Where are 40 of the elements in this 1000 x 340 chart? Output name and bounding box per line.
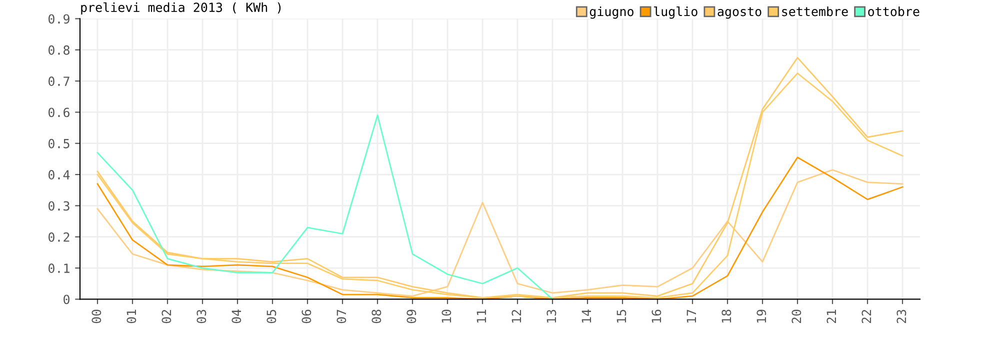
y-tick-label: 0.8	[48, 45, 70, 55]
legend-label: settembre	[782, 6, 848, 16]
x-tick-label: 09	[406, 310, 416, 324]
x-tick-label: 02	[162, 310, 172, 324]
x-tick-label: 21	[826, 310, 836, 324]
legend-label: luglio	[654, 6, 698, 19]
x-tick-label: 15	[616, 310, 626, 322]
x-tick-label: 12	[512, 310, 521, 322]
y-tick-label: 0.9	[48, 14, 70, 24]
legend-label: agosto	[718, 7, 762, 19]
x-tick-label: 19	[756, 310, 766, 322]
y-tick-label: 0.1	[48, 264, 70, 273]
legend-label: giugno	[590, 6, 634, 19]
y-tick-label: 0.6	[48, 108, 70, 118]
x-tick-label: 06	[302, 310, 312, 324]
x-tick-label: 18	[722, 310, 732, 322]
x-tick-label: 22	[862, 310, 871, 324]
x-tick-label: 14	[582, 310, 591, 322]
y-tick-label: 0.7	[48, 76, 70, 86]
x-tick-label: 23	[896, 310, 906, 324]
y-tick-label: 0.3	[48, 201, 70, 211]
x-tick-label: 08	[372, 310, 382, 324]
x-tick-label: 03	[196, 310, 206, 324]
x-tick-label: 00	[92, 310, 102, 324]
x-tick-label: 01	[126, 310, 136, 324]
x-tick-label: 04	[232, 310, 242, 324]
y-tick-label: 0.5	[48, 138, 70, 148]
x-tick-label: 13	[546, 310, 556, 322]
x-tick-label: 17	[686, 310, 696, 322]
y-tick-label: 0.2	[48, 232, 70, 242]
x-tick-label: 07	[336, 310, 346, 324]
x-tick-label: 20	[792, 310, 802, 324]
chart-title: prelievi media 2013 ( KWh )	[81, 2, 281, 14]
x-tick-label: 16	[652, 310, 662, 322]
x-tick-label: 05	[266, 310, 276, 324]
x-tick-label: 11	[476, 310, 486, 322]
y-tick-label: 0.4	[48, 170, 70, 180]
legend-label: ottobre	[868, 6, 920, 16]
x-tick-label: 10	[442, 310, 452, 322]
y-tick-label: 0	[64, 294, 70, 304]
